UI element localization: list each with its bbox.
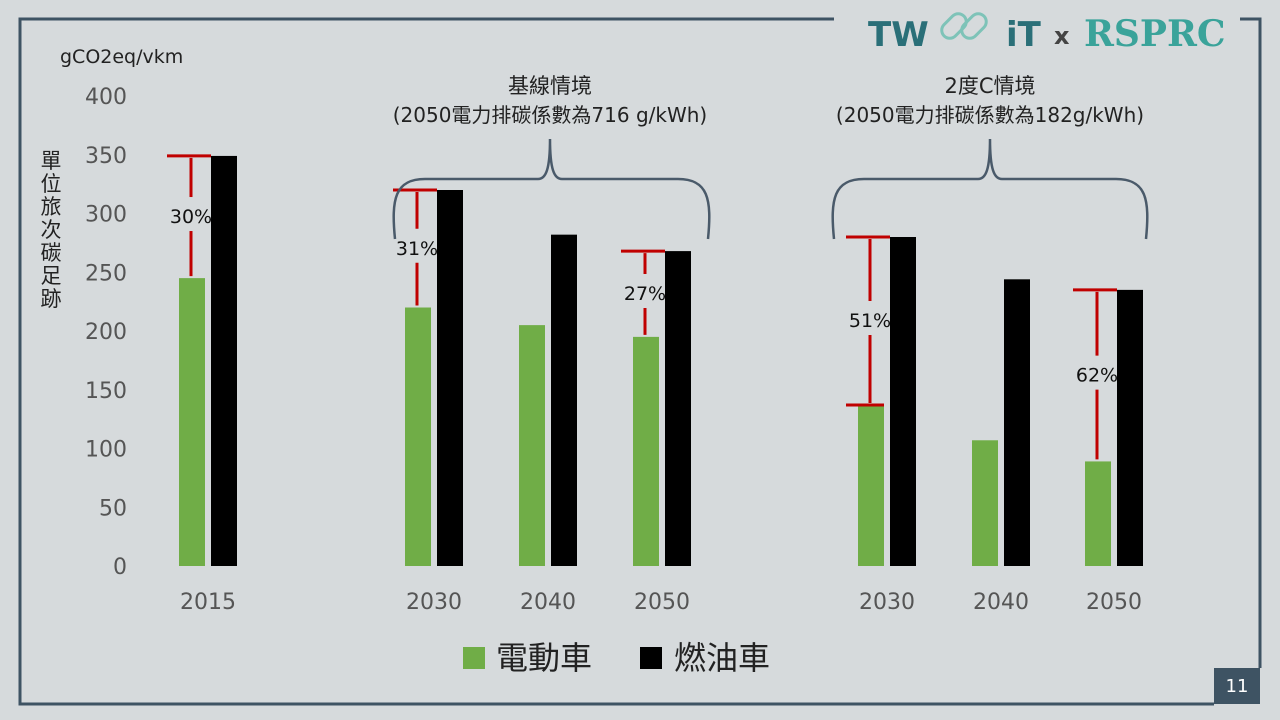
x-tick-label: 2050	[634, 590, 690, 615]
scenario-title: 2度C情境	[944, 74, 1035, 98]
reduction-markers: 30% 31% 27% 51% 62%	[167, 154, 1118, 460]
scenario-subtitle: (2050電力排碳係數為182g/kWh)	[836, 103, 1144, 127]
bar-ev	[1085, 461, 1111, 566]
reduction-label: 30%	[170, 206, 212, 228]
x-tick-label: 2050	[1086, 590, 1142, 615]
bar-ice	[890, 237, 916, 566]
y-tick-label: 0	[113, 555, 127, 580]
x-tick-label: 2040	[520, 590, 576, 615]
logo-it: iT	[1006, 15, 1042, 55]
logo-tw: TW	[868, 15, 929, 55]
legend-swatch-ev	[463, 647, 485, 669]
bar-ice	[437, 190, 463, 566]
reduction-label: 27%	[624, 283, 666, 305]
y-tick-label: 350	[85, 144, 127, 169]
x-tick-label: 2040	[973, 590, 1029, 615]
x-tick-label: 2030	[406, 590, 462, 615]
logo-x: x	[1054, 22, 1070, 50]
bars	[179, 155, 1143, 567]
reduction-label: 31%	[396, 238, 438, 260]
y-tick-label: 100	[85, 438, 127, 463]
bar-ev	[519, 325, 545, 566]
bar-ice	[551, 234, 577, 566]
y-tick-label: 250	[85, 261, 127, 286]
legend: 電動車 燃油車	[463, 639, 770, 677]
bar-ev	[972, 440, 998, 566]
logo-partner: RSPRC	[1084, 13, 1226, 55]
unit-label: gCO2eq/vkm	[60, 46, 183, 68]
bar-ice	[211, 155, 237, 567]
reduction-label: 51%	[849, 310, 891, 332]
legend-label-ev: 電動車	[496, 639, 592, 677]
scenario-subtitle: (2050電力排碳係數為716 g/kWh)	[393, 103, 708, 127]
slide-frame	[18, 17, 1262, 706]
y-tick-label: 50	[99, 496, 127, 521]
logo: TW iT x RSPRC	[848, 4, 1238, 58]
y-tick-label: 400	[85, 85, 127, 110]
y-tick-label: 150	[85, 379, 127, 404]
legend-label-ice: 燃油車	[674, 639, 770, 677]
scenario-brace	[392, 138, 711, 240]
logo-chain-icon	[940, 12, 988, 40]
bar-ev	[633, 336, 659, 566]
scenario-brace	[831, 138, 1149, 240]
legend-swatch-ice	[640, 647, 662, 669]
logo-mark: TW iT x RSPRC	[868, 12, 1226, 55]
x-tick-label: 2030	[859, 590, 915, 615]
y-tick-label: 200	[85, 320, 127, 345]
bar-ice	[1117, 289, 1143, 566]
bar-ice	[665, 251, 691, 566]
x-tick-label: 2015	[180, 590, 236, 615]
y-axis: 0 50 100 150 200 250 300 350 400	[85, 85, 127, 580]
reduction-label: 62%	[1076, 365, 1118, 387]
scenario-title: 基線情境	[508, 74, 592, 98]
scenario-braces: 基線情境 (2050電力排碳係數為716 g/kWh) 2度C情境 (2050電力排碳…	[392, 74, 1149, 240]
bar-ev	[405, 307, 431, 566]
bar-ev	[179, 278, 205, 566]
bar-ev	[858, 405, 884, 566]
bar-ice	[1004, 279, 1030, 566]
y-tick-label: 300	[85, 203, 127, 228]
x-axis: 2015 2030 2040 2050 2030 2040 2050	[180, 590, 1142, 615]
page-number: 11	[1214, 668, 1260, 704]
y-axis-label: 單位旅次碳足跡	[41, 149, 62, 311]
